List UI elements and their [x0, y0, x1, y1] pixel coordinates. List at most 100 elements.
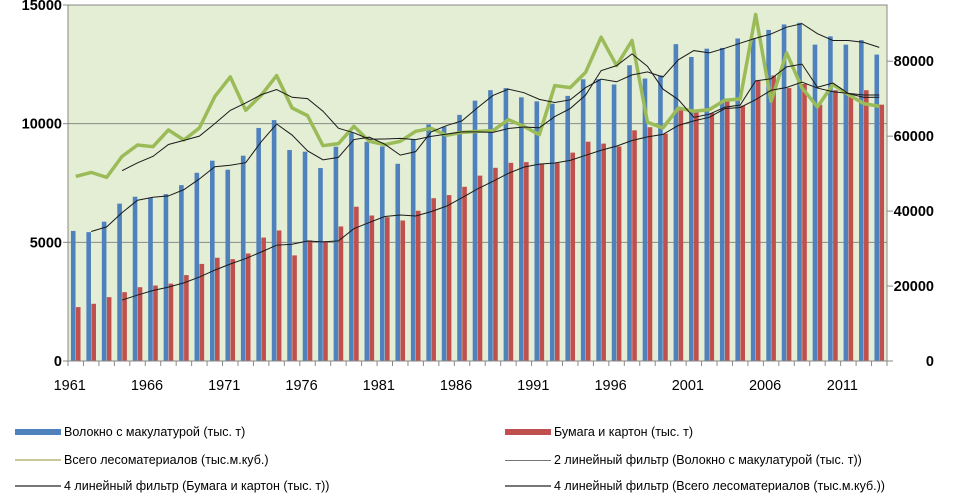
bar-paper: [647, 127, 653, 361]
x-tick-label: 1986: [440, 378, 472, 394]
bar-fiber: [302, 151, 308, 361]
bar-paper: [400, 220, 406, 361]
bar-fiber: [472, 100, 478, 362]
bar-fiber: [704, 48, 710, 361]
bar-paper: [833, 90, 838, 361]
legend-label: Волокно с макулатурой (тыс. т): [64, 425, 246, 439]
legend-swatch-trend-timber: [505, 485, 551, 487]
bar-fiber: [596, 79, 601, 361]
trendline-1: [121, 81, 880, 301]
bar-fiber: [271, 120, 277, 362]
legend-swatch-timber: [15, 459, 61, 461]
bar-fiber: [611, 84, 617, 362]
bar-fiber: [781, 24, 787, 361]
bar-fiber: [534, 101, 540, 361]
bar-fiber: [240, 155, 246, 361]
y-left-tick-label: 10000: [22, 117, 62, 133]
bar-paper: [694, 112, 699, 362]
axes: 0 5000 10000 15000 0 20000 40000 60000 80000 1961…: [22, 0, 934, 394]
bar-paper: [508, 162, 514, 361]
bar-paper: [292, 255, 297, 361]
bar-paper: [632, 130, 637, 361]
bar-fiber: [86, 232, 91, 361]
bar-paper: [786, 88, 792, 362]
bar-fiber: [828, 36, 833, 361]
y-left-tick-label: 0: [54, 354, 62, 370]
y-right-tick-label: 80000: [894, 54, 934, 70]
bar-fiber: [658, 75, 663, 361]
legend-item-trend-timber: 4 линейный фильтр (Всего лесоматериалов …: [505, 479, 885, 493]
bar-paper: [724, 98, 730, 361]
bar-fiber: [642, 78, 648, 361]
bar-paper: [524, 162, 529, 361]
bar-paper: [75, 307, 81, 361]
legend-swatch-paper: [505, 429, 551, 435]
bar-fiber: [766, 29, 771, 361]
y-right-tick-label: 60000: [894, 129, 934, 145]
bar-fiber: [503, 88, 509, 362]
bar-paper: [678, 110, 684, 361]
bar-paper: [771, 75, 776, 361]
bar-fiber: [441, 126, 447, 361]
plot-area: [67, 4, 888, 362]
bar-fiber: [488, 90, 493, 361]
legend-item-trend-paper: 4 линейный фильтр (Бумага и картон (тыс.…: [15, 479, 329, 493]
bar-fiber: [333, 146, 339, 361]
bar-paper: [153, 285, 158, 361]
legend-label: Бумага и картон (тыс. т): [554, 425, 693, 439]
trendline-2: [121, 53, 880, 172]
bar-fiber: [148, 197, 153, 361]
bar-paper: [199, 263, 205, 361]
bar-fiber: [70, 230, 76, 361]
bar-paper: [245, 253, 251, 361]
bar-fiber: [565, 95, 571, 361]
bar-fiber: [210, 160, 215, 361]
bar-fiber: [750, 37, 756, 362]
bar-paper: [323, 241, 328, 361]
bar-paper: [570, 152, 576, 361]
bar-fiber: [673, 44, 679, 361]
bar-paper: [137, 287, 143, 361]
legend-label: Всего лесоматериалов (тыс.м.куб.): [64, 453, 269, 467]
y-right-tick-label: 20000: [894, 279, 934, 295]
bar-paper: [369, 215, 375, 361]
y-left-tick-label: 15000: [22, 0, 62, 14]
x-tick-label: 2001: [672, 378, 704, 394]
lines: [75, 12, 880, 301]
x-tick-label: 1991: [517, 378, 549, 394]
bar-paper: [431, 198, 436, 361]
bar-fiber: [519, 97, 524, 362]
legend-item-fiber: Волокно с макулатурой (тыс. т): [15, 425, 245, 439]
bar-paper: [817, 104, 823, 362]
bar-paper: [663, 133, 668, 361]
bar-paper: [493, 167, 498, 361]
y-right-tick-label: 0: [926, 354, 934, 370]
legend-label: 4 линейный фильтр (Бумага и картон (тыс.…: [64, 479, 330, 493]
legend-item-trend-fiber: 2 линейный фильтр (Волокно с макулатурой…: [505, 453, 862, 467]
bar-fiber: [194, 172, 200, 361]
legend-item-paper: Бумага и картон (тыс. т): [505, 425, 693, 439]
bar-fiber: [549, 103, 555, 362]
bar-fiber: [735, 38, 740, 362]
bar-paper: [446, 195, 452, 361]
bar-fiber: [256, 127, 261, 362]
legend-label: 4 линейный фильтр (Всего лесоматериалов …: [554, 479, 885, 493]
y-left-tick-label: 5000: [30, 235, 62, 251]
trendline-0: [91, 23, 880, 233]
bar-fiber: [719, 47, 725, 361]
bar-fiber: [349, 132, 354, 361]
x-tick-label: 1961: [54, 378, 86, 394]
bar-fiber: [457, 114, 462, 361]
bar-fiber: [101, 221, 107, 361]
legend-swatch-fiber: [15, 429, 61, 435]
bar-paper: [384, 217, 390, 361]
bar-fiber: [797, 22, 802, 362]
bar-paper: [168, 283, 174, 361]
bar-fiber: [364, 141, 370, 361]
bar-paper: [462, 186, 467, 361]
bar-paper: [215, 257, 220, 361]
bar-fiber: [812, 44, 818, 361]
y-right-tick-label: 40000: [894, 204, 934, 220]
legend-swatch-trend-paper: [15, 485, 61, 487]
